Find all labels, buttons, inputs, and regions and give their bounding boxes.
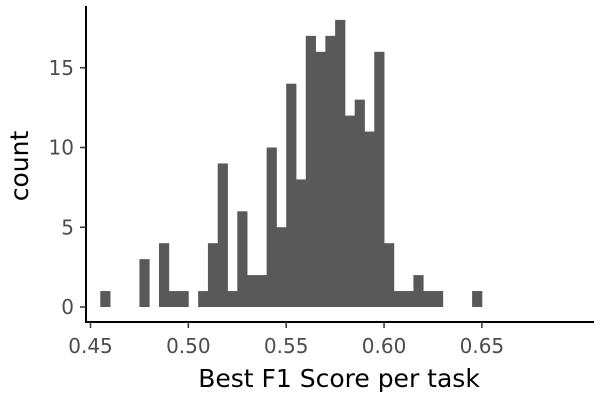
histogram-bar xyxy=(139,259,150,307)
histogram-bar xyxy=(315,51,326,307)
histogram-bar xyxy=(256,275,268,307)
histogram-bar xyxy=(403,291,414,307)
y-tick-label: 0 xyxy=(61,295,74,319)
histogram-bar xyxy=(217,163,228,307)
histogram-bar xyxy=(295,179,307,307)
x-axis-title: Best F1 Score per task xyxy=(198,364,480,393)
histogram-bar xyxy=(207,243,219,307)
histogram-bar xyxy=(247,275,258,307)
histogram-bar xyxy=(266,147,277,307)
histogram-bar xyxy=(423,291,434,307)
histogram-bar xyxy=(178,291,189,307)
y-axis-title: count xyxy=(5,131,34,202)
histogram-bar xyxy=(374,51,385,307)
histogram-bar xyxy=(325,35,336,307)
y-tick-label: 15 xyxy=(49,56,74,80)
histogram-bar xyxy=(472,291,483,307)
y-tick-label: 10 xyxy=(49,136,74,160)
x-tick-label: 0.65 xyxy=(460,334,505,358)
histogram-bar xyxy=(413,275,424,307)
histogram-bar xyxy=(168,291,179,307)
histogram-bar xyxy=(393,291,405,307)
histogram-bar xyxy=(286,83,297,307)
histogram-bar xyxy=(344,115,356,307)
histogram-bar xyxy=(158,243,170,307)
histogram-bar xyxy=(335,19,346,308)
histogram-bar xyxy=(237,211,248,307)
histogram-bar xyxy=(100,291,111,307)
x-axis-ticks: 0.45 0.50 0.55 0.60 0.65 xyxy=(68,322,504,358)
histogram-bars xyxy=(100,19,483,308)
x-tick-label: 0.60 xyxy=(362,334,407,358)
histogram-bar xyxy=(384,243,395,307)
histogram-bar xyxy=(305,35,316,307)
histogram-bar xyxy=(354,99,365,308)
x-tick-label: 0.45 xyxy=(68,334,113,358)
y-axis-ticks: 0 5 10 15 xyxy=(49,56,86,319)
x-tick-label: 0.55 xyxy=(264,334,309,358)
histogram-bar xyxy=(198,291,209,307)
histogram-bar xyxy=(364,131,375,307)
histogram-bar xyxy=(276,227,287,307)
histogram-bar xyxy=(227,291,238,307)
y-tick-label: 5 xyxy=(61,215,74,239)
histogram-bar xyxy=(432,291,444,307)
x-tick-label: 0.50 xyxy=(166,334,211,358)
